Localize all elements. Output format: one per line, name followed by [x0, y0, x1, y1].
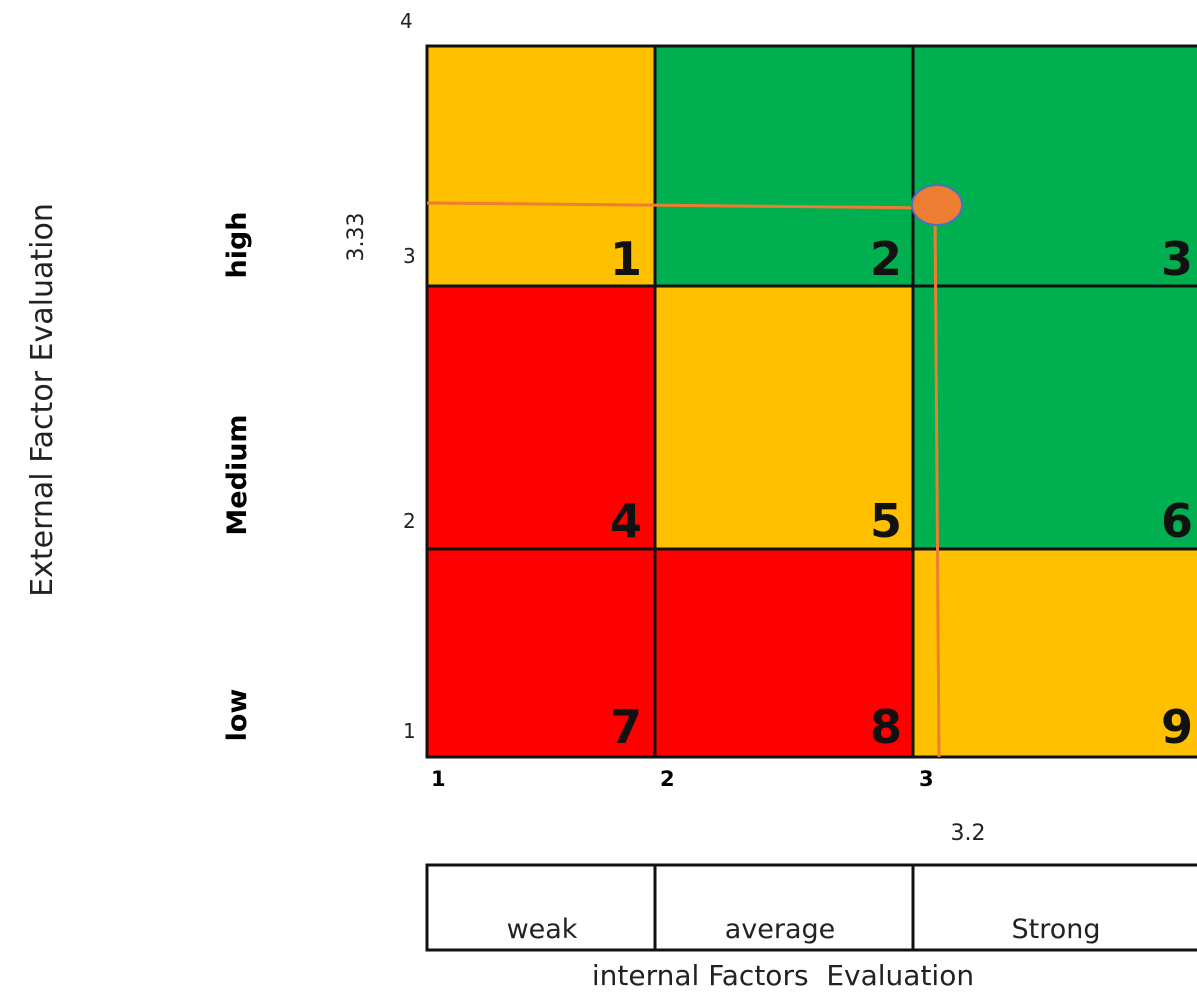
cell-number-6: 6 — [1161, 494, 1193, 548]
matrix-cell-1 — [425, 44, 657, 288]
cell-number-8: 8 — [870, 700, 902, 754]
y-axis-title: External Factor Evaluation — [25, 203, 60, 597]
matrix-cell-3 — [911, 44, 1197, 288]
category-table — [425, 863, 1197, 952]
x-tick-2: 2 — [660, 767, 675, 791]
matrix-cell-6 — [911, 284, 1197, 551]
ife-value-label: 3.2 — [951, 821, 986, 846]
x-tick-1: 1 — [431, 767, 446, 791]
cell-number-5: 5 — [870, 494, 902, 548]
efe-guide-line — [426, 201, 936, 210]
cell-number-7: 7 — [610, 700, 642, 754]
matrix-cell-9 — [911, 547, 1197, 759]
category-strong: Strong — [1011, 914, 1100, 945]
matrix-grid — [425, 44, 1197, 759]
cell-number-3: 3 — [1161, 232, 1193, 286]
cell-number-4: 4 — [610, 494, 642, 548]
cell-number-1: 1 — [610, 232, 642, 286]
y-tick-4: 4 — [400, 9, 413, 33]
y-level-high: high — [222, 211, 253, 278]
position-marker — [911, 184, 963, 226]
cell-number-2: 2 — [870, 232, 902, 286]
ife-guide-line — [933, 207, 941, 758]
category-weak: weak — [507, 914, 578, 945]
matrix-cell-8 — [653, 547, 915, 759]
y-tick-2: 2 — [403, 509, 416, 533]
matrix-cell-5 — [653, 284, 915, 551]
matrix-cell-2 — [653, 44, 915, 288]
y-tick-3: 3 — [403, 244, 416, 268]
matrix-cell-7 — [425, 547, 657, 759]
efe-value-label: 3.33 — [344, 213, 369, 262]
x-axis-title: internal Factors Evaluation — [592, 959, 974, 992]
y-level-low: low — [222, 689, 253, 742]
category-average: average — [725, 914, 836, 945]
x-tick-3: 3 — [919, 767, 934, 791]
cell-number-9: 9 — [1161, 700, 1193, 754]
matrix-cell-4 — [425, 284, 657, 551]
y-tick-1: 1 — [403, 719, 416, 743]
category-cell-strong — [911, 863, 1197, 952]
y-level-medium: Medium — [222, 414, 253, 535]
